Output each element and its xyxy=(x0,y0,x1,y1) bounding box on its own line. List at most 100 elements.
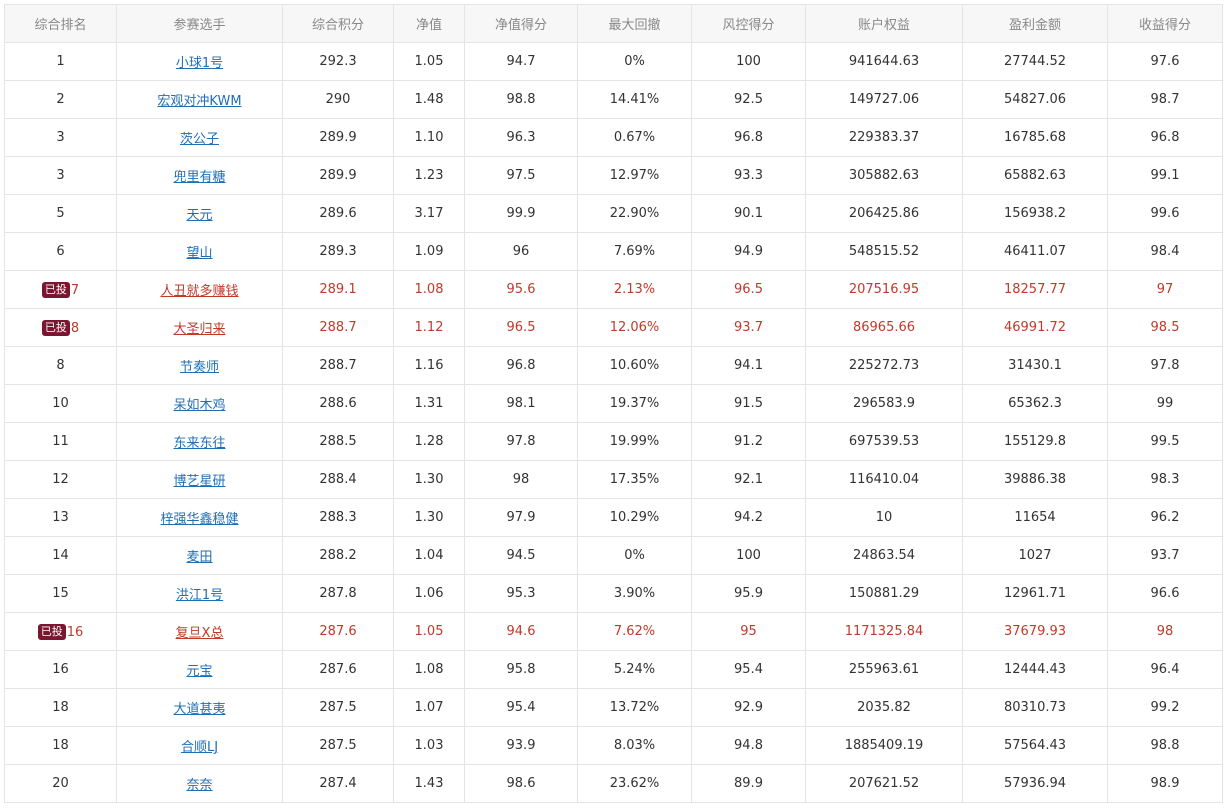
cell-player: 人丑就多赚钱 xyxy=(116,270,283,309)
cell-return-score: 97.8 xyxy=(1107,346,1223,385)
cell-return-score: 98.9 xyxy=(1107,764,1223,803)
player-link[interactable]: 元宝 xyxy=(186,664,213,679)
cell-equity: 225272.73 xyxy=(805,346,963,385)
player-link[interactable]: 东来东往 xyxy=(173,436,226,451)
header-score[interactable]: 综合积分 xyxy=(282,4,394,43)
cell-player: 洪江1号 xyxy=(116,574,283,613)
cell-player: 奈奈 xyxy=(116,764,283,803)
rank-value: 14 xyxy=(52,548,69,563)
cell-player: 呆如木鸡 xyxy=(116,384,283,423)
cell-return-score: 93.7 xyxy=(1107,536,1223,575)
player-link[interactable]: 小球1号 xyxy=(175,56,224,71)
cell-risk-score: 93.7 xyxy=(691,308,806,347)
cell-score: 288.3 xyxy=(282,498,394,537)
cell-equity: 1171325.84 xyxy=(805,612,963,651)
player-link[interactable]: 博艺星研 xyxy=(173,474,226,489)
header-equity[interactable]: 账户权益 xyxy=(805,4,963,43)
cell-score: 289.9 xyxy=(282,156,394,195)
cell-profit: 65882.63 xyxy=(962,156,1108,195)
rank-value: 20 xyxy=(52,776,69,791)
header-nav-score[interactable]: 净值得分 xyxy=(464,4,578,43)
player-link[interactable]: 人丑就多赚钱 xyxy=(160,284,239,299)
cell-risk-score: 95.4 xyxy=(691,650,806,689)
cell-player: 复旦X总 xyxy=(116,612,283,651)
player-link[interactable]: 大道甚夷 xyxy=(173,702,226,717)
cell-rank: 12 xyxy=(4,460,117,499)
cell-max-drawdown: 10.29% xyxy=(577,498,692,537)
cell-equity: 2035.82 xyxy=(805,688,963,727)
cell-max-drawdown: 5.24% xyxy=(577,650,692,689)
rank-value: 1 xyxy=(56,54,65,69)
cell-return-score: 98 xyxy=(1107,612,1223,651)
player-link[interactable]: 奈奈 xyxy=(186,778,213,793)
cell-return-score: 99.1 xyxy=(1107,156,1223,195)
cell-profit: 57564.43 xyxy=(962,726,1108,765)
cell-nav: 1.05 xyxy=(393,42,465,81)
rank-value: 11 xyxy=(52,434,69,449)
player-link[interactable]: 茨公子 xyxy=(179,132,219,147)
table-row: 14 麦田 288.2 1.04 94.5 0% 100 24863.54 1027 93.7 xyxy=(4,536,1223,575)
rank-value: 18 xyxy=(52,738,69,753)
player-link[interactable]: 节奏师 xyxy=(179,360,219,375)
cell-player: 麦田 xyxy=(116,536,283,575)
cell-score: 289.1 xyxy=(282,270,394,309)
header-rank[interactable]: 综合排名 xyxy=(4,4,117,43)
player-link[interactable]: 兜里有糖 xyxy=(173,170,226,185)
player-link[interactable]: 合顺LJ xyxy=(180,740,219,755)
player-link[interactable]: 宏观对冲KWM xyxy=(157,94,242,109)
cell-rank: 14 xyxy=(4,536,117,575)
cell-risk-score: 92.5 xyxy=(691,80,806,119)
cell-rank: 2 xyxy=(4,80,117,119)
header-max-drawdown[interactable]: 最大回撤 xyxy=(577,4,692,43)
cell-equity: 150881.29 xyxy=(805,574,963,613)
cell-return-score: 99 xyxy=(1107,384,1223,423)
invested-badge: 已投 xyxy=(37,623,66,640)
cell-nav: 1.12 xyxy=(393,308,465,347)
player-link[interactable]: 望山 xyxy=(186,246,213,261)
player-link[interactable]: 梓强华鑫稳健 xyxy=(160,512,239,527)
table-row: 6 望山 289.3 1.09 96 7.69% 94.9 548515.52 46411.07… xyxy=(4,232,1223,271)
cell-max-drawdown: 23.62% xyxy=(577,764,692,803)
cell-score: 290 xyxy=(282,80,394,119)
player-link[interactable]: 复旦X总 xyxy=(175,626,224,641)
player-link[interactable]: 天元 xyxy=(186,208,213,223)
cell-nav-score: 98 xyxy=(464,460,578,499)
cell-max-drawdown: 17.35% xyxy=(577,460,692,499)
player-link[interactable]: 洪江1号 xyxy=(175,588,224,603)
cell-equity: 207516.95 xyxy=(805,270,963,309)
player-link[interactable]: 呆如木鸡 xyxy=(173,398,226,413)
cell-risk-score: 96.5 xyxy=(691,270,806,309)
header-return-score[interactable]: 收益得分 xyxy=(1107,4,1223,43)
cell-max-drawdown: 0.67% xyxy=(577,118,692,157)
table-row: 10 呆如木鸡 288.6 1.31 98.1 19.37% 91.5 296583.9 653… xyxy=(4,384,1223,423)
table-row: 20 奈奈 287.4 1.43 98.6 23.62% 89.9 207621.52 5793… xyxy=(4,764,1223,803)
cell-score: 287.5 xyxy=(282,726,394,765)
cell-player: 大道甚夷 xyxy=(116,688,283,727)
table-row: 3 茨公子 289.9 1.10 96.3 0.67% 96.8 229383.37 16785… xyxy=(4,118,1223,157)
player-link[interactable]: 大圣归来 xyxy=(173,322,226,337)
cell-nav-score: 96 xyxy=(464,232,578,271)
cell-risk-score: 89.9 xyxy=(691,764,806,803)
cell-rank: 3 xyxy=(4,118,117,157)
cell-max-drawdown: 7.62% xyxy=(577,612,692,651)
cell-score: 287.8 xyxy=(282,574,394,613)
cell-risk-score: 94.8 xyxy=(691,726,806,765)
header-nav[interactable]: 净值 xyxy=(393,4,465,43)
cell-nav-score: 95.6 xyxy=(464,270,578,309)
cell-equity: 548515.52 xyxy=(805,232,963,271)
header-risk-score[interactable]: 风控得分 xyxy=(691,4,806,43)
cell-rank: 8 xyxy=(4,346,117,385)
cell-return-score: 99.6 xyxy=(1107,194,1223,233)
cell-nav: 1.04 xyxy=(393,536,465,575)
cell-player: 合顺LJ xyxy=(116,726,283,765)
cell-score: 288.4 xyxy=(282,460,394,499)
cell-rank: 15 xyxy=(4,574,117,613)
cell-player: 兜里有糖 xyxy=(116,156,283,195)
cell-nav-score: 97.5 xyxy=(464,156,578,195)
player-link[interactable]: 麦田 xyxy=(186,550,213,565)
cell-nav: 1.43 xyxy=(393,764,465,803)
table-row: 已投 16 复旦X总 287.6 1.05 94.6 7.62% 95 1171325.84 37… xyxy=(4,612,1223,651)
header-player[interactable]: 参赛选手 xyxy=(116,4,283,43)
header-profit[interactable]: 盈利金额 xyxy=(962,4,1108,43)
rank-value: 15 xyxy=(52,586,69,601)
